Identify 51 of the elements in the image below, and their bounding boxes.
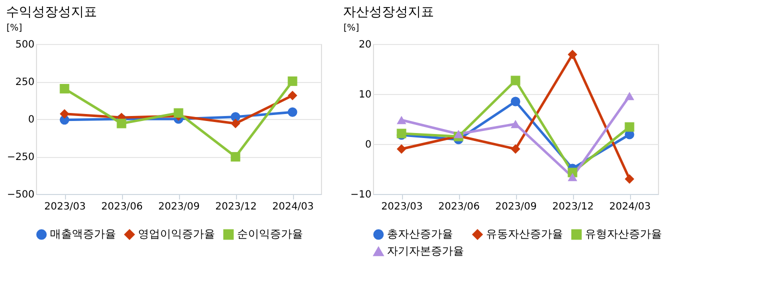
y-axis-title: [%] xyxy=(344,24,360,34)
point xyxy=(174,108,184,118)
legend-label: 매출액증가율 xyxy=(50,228,116,241)
x-tick-label: 2023/06 xyxy=(438,202,480,212)
y-tick-label: −10 xyxy=(350,190,372,200)
legend-label: 순이익증가율 xyxy=(237,228,303,241)
point xyxy=(510,144,520,154)
point xyxy=(230,152,240,162)
y-tick-label: −500 xyxy=(7,190,34,200)
point xyxy=(60,84,70,94)
legend-label: 유형자산증가율 xyxy=(585,228,662,241)
x-tick-label: 2023/03 xyxy=(381,202,423,212)
point xyxy=(230,118,240,128)
x-tick-label: 2023/03 xyxy=(44,202,86,212)
x-tick-label: 2023/09 xyxy=(158,202,200,212)
legend-label: 자기자본증가율 xyxy=(387,244,464,258)
point xyxy=(510,76,520,86)
y-tick-label: 250 xyxy=(15,77,34,88)
x-tick-label: 2023/12 xyxy=(552,202,594,212)
x-tick-label: 2023/09 xyxy=(495,202,537,212)
point xyxy=(510,96,520,106)
point xyxy=(396,144,406,154)
point xyxy=(116,118,126,128)
point xyxy=(510,120,520,128)
chart-title: 자산성장성지표 xyxy=(343,5,434,20)
legend-label: 영업이익증가율 xyxy=(138,228,215,241)
y-tick-label: −250 xyxy=(7,152,34,163)
x-tick-label: 2023/06 xyxy=(101,202,143,212)
y-tick-label: 10 xyxy=(358,90,372,100)
point xyxy=(454,130,464,138)
x-tick-label: 2023/12 xyxy=(215,202,257,212)
y-tick-label: 0 xyxy=(365,140,372,150)
legend-label: 유동자산증가율 xyxy=(486,228,563,241)
y-tick-label: 20 xyxy=(358,40,372,50)
point xyxy=(624,122,634,132)
x-tick-label: 2024/03 xyxy=(272,202,314,212)
chart-title: 수익성장성지표 xyxy=(6,5,97,20)
point xyxy=(288,107,298,117)
point xyxy=(396,116,406,124)
y-axis-title: [%] xyxy=(6,24,22,34)
point xyxy=(568,172,578,182)
point xyxy=(568,50,578,60)
point xyxy=(288,90,298,100)
point xyxy=(624,174,634,184)
y-tick-label: 0 xyxy=(28,114,34,126)
legend-label: 총자산증가율 xyxy=(387,228,453,241)
point xyxy=(60,109,70,119)
point xyxy=(288,76,298,86)
x-tick-label: 2024/03 xyxy=(609,202,651,212)
y-tick-label: 500 xyxy=(15,40,34,50)
point xyxy=(624,92,634,100)
